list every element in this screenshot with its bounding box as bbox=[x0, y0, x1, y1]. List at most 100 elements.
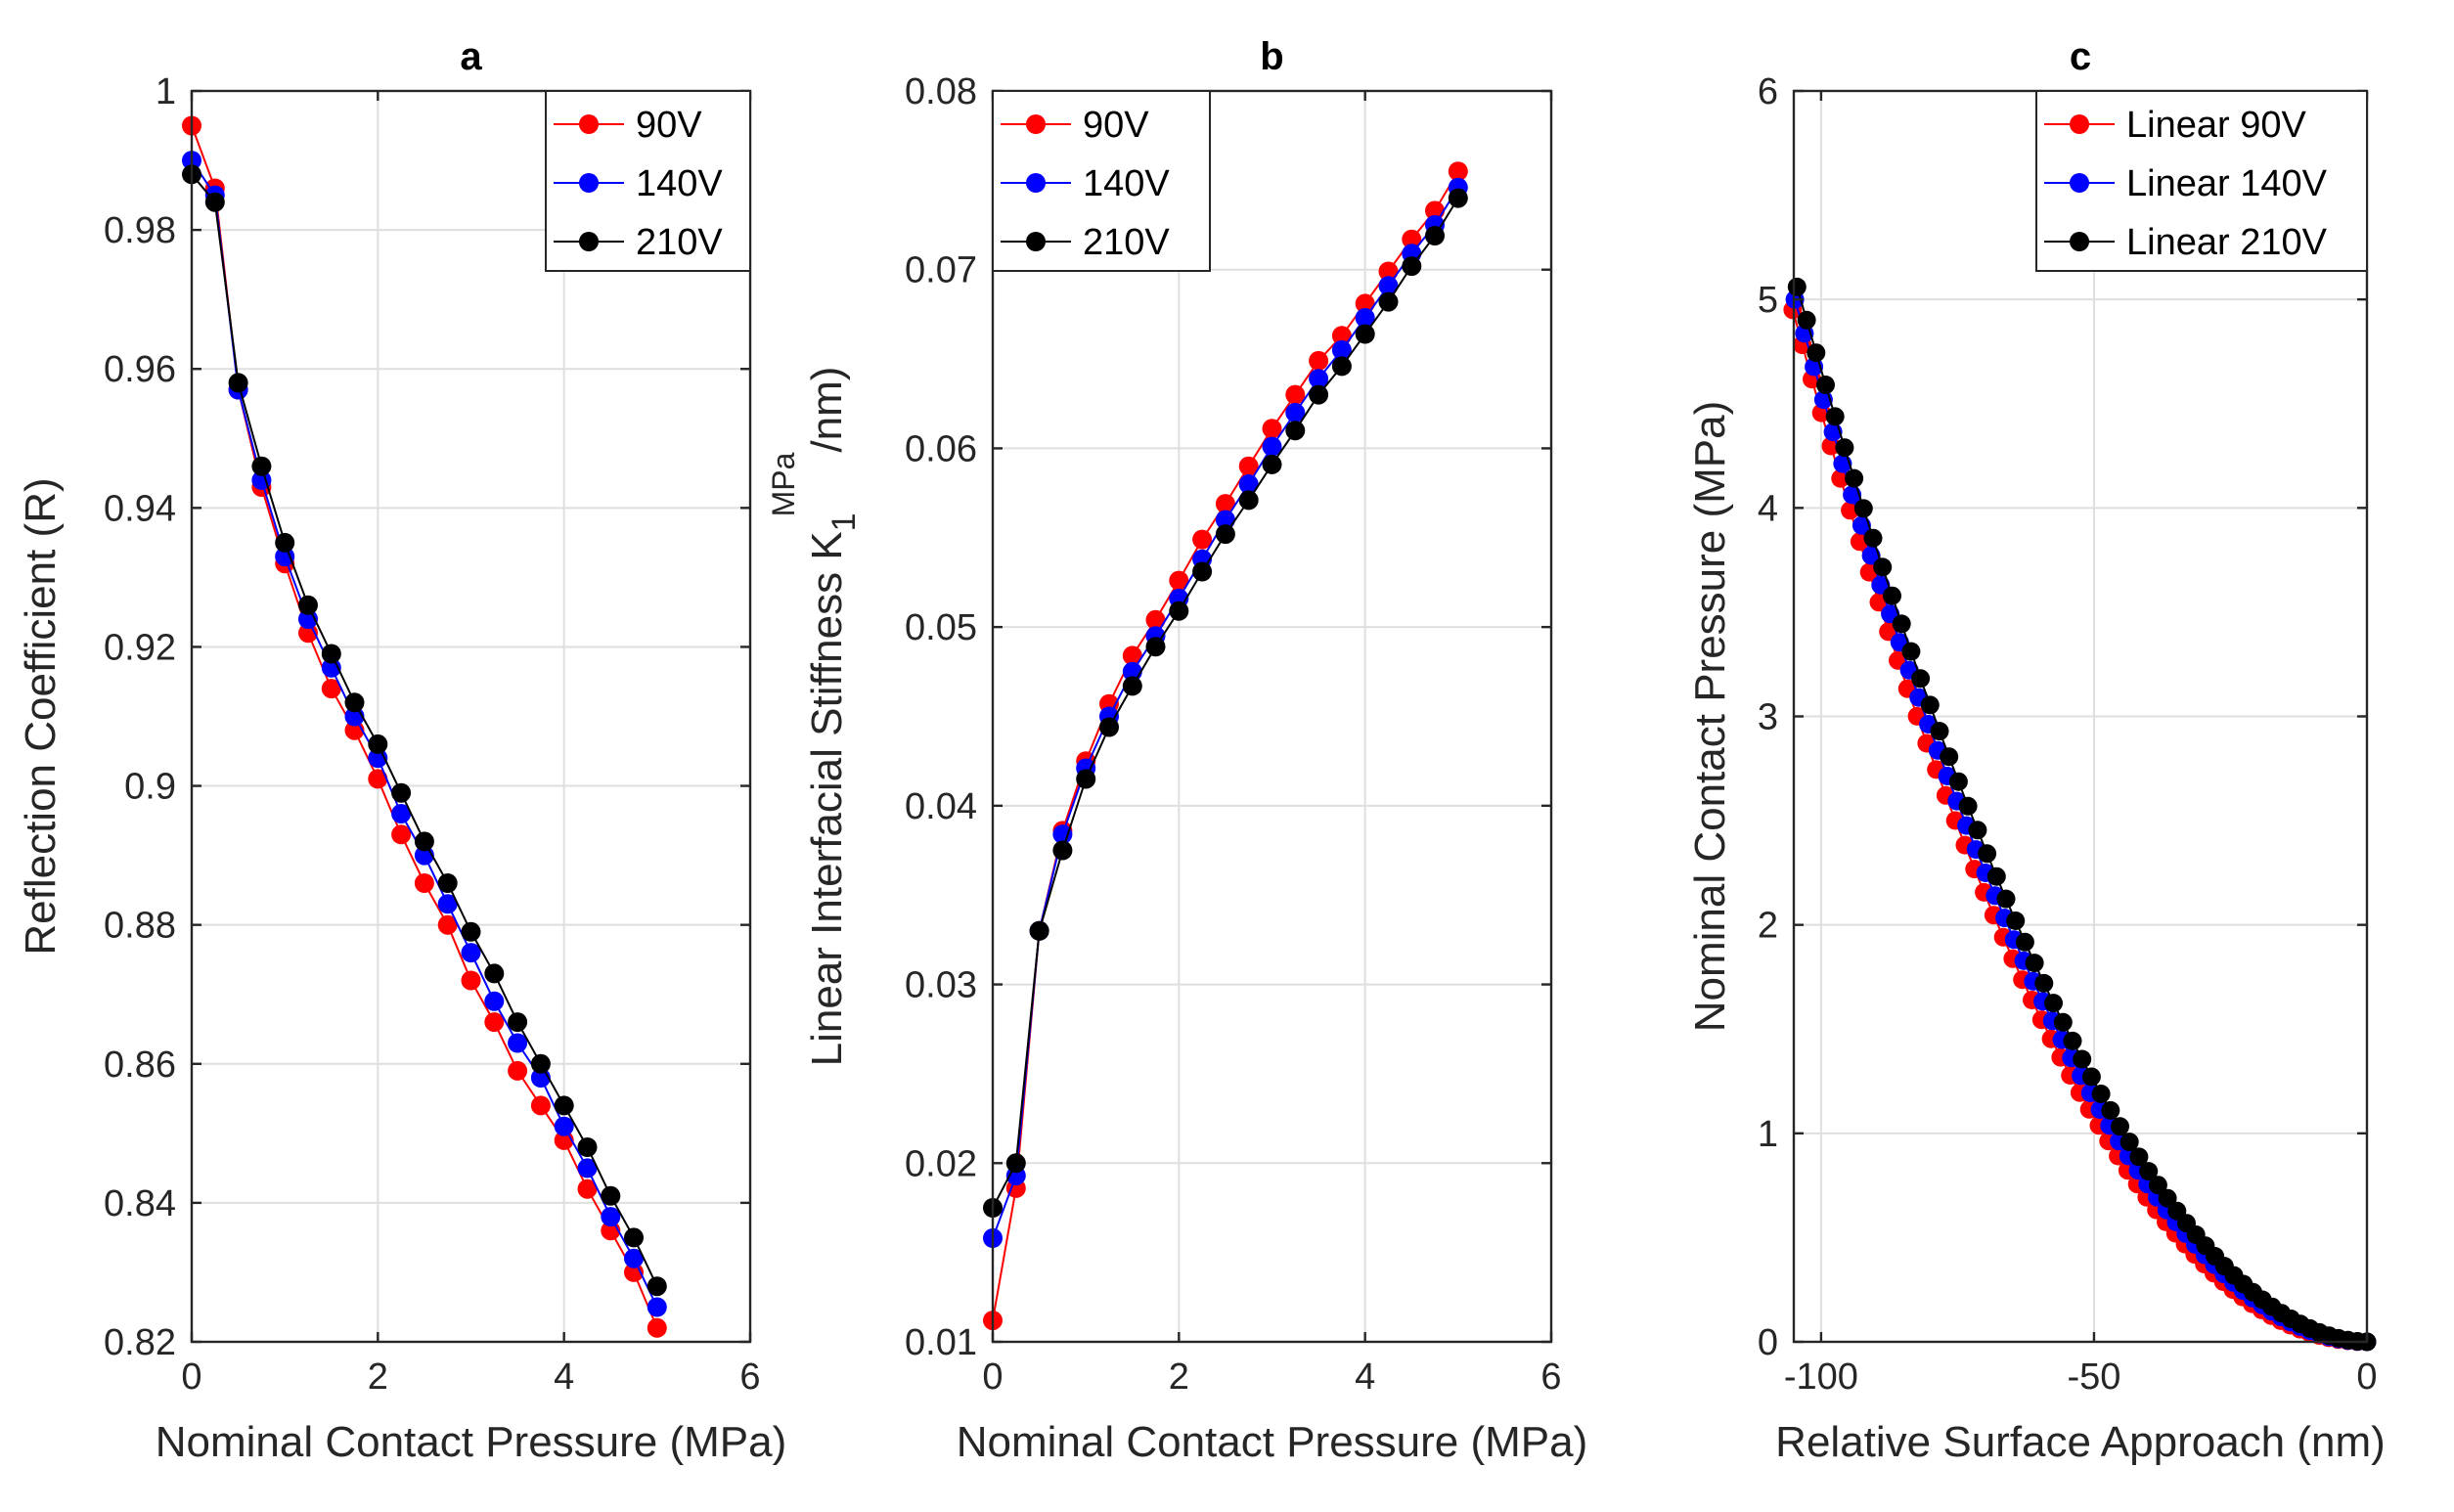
legend-label: 210V bbox=[1083, 222, 1170, 263]
y-tick-label: 0.03 bbox=[905, 965, 977, 1006]
y-axis-label-unit-tail: /nm) bbox=[803, 367, 851, 453]
data-point bbox=[321, 644, 341, 664]
data-point bbox=[1448, 161, 1468, 182]
data-point bbox=[1309, 350, 1329, 371]
data-point bbox=[1262, 419, 1282, 439]
legend-marker bbox=[579, 173, 599, 193]
data-point bbox=[1873, 557, 1893, 577]
data-point bbox=[2063, 1031, 2082, 1050]
y-axis-label-superscript: MPa bbox=[766, 452, 801, 516]
data-point bbox=[484, 963, 505, 984]
series-line bbox=[1791, 309, 2368, 1343]
y-tick-label: 0.05 bbox=[905, 607, 977, 648]
legend-marker bbox=[1026, 173, 1046, 193]
data-point bbox=[1402, 256, 1422, 277]
series-140v bbox=[983, 177, 1468, 1248]
legend-marker bbox=[2070, 173, 2089, 193]
x-tick-label: 0 bbox=[982, 1356, 1003, 1398]
data-point bbox=[1883, 586, 1901, 605]
data-point bbox=[298, 595, 318, 615]
data-point bbox=[2158, 1188, 2177, 1208]
panel-title: a bbox=[460, 35, 482, 78]
data-point bbox=[1968, 821, 1987, 840]
data-point bbox=[1145, 637, 1166, 657]
data-point bbox=[437, 894, 458, 914]
data-point bbox=[1996, 889, 2016, 909]
chart-panel-c: -100 -50 0 0 1 2 3 4 5 6 c Relative Surface Approac… bbox=[1686, 35, 2386, 1466]
data-point bbox=[204, 192, 225, 212]
data-point bbox=[624, 1227, 644, 1248]
legend-entry: 210V bbox=[554, 222, 723, 263]
data-point bbox=[577, 1158, 598, 1178]
y-axis-label: Reflection Coefficient (R) bbox=[17, 477, 65, 955]
legend-label: Linear 140V bbox=[2126, 163, 2328, 204]
data-point bbox=[2091, 1085, 2111, 1103]
data-point bbox=[2139, 1162, 2159, 1181]
legend-marker bbox=[579, 232, 599, 251]
data-point bbox=[2044, 994, 2063, 1013]
y-tick-label: 4 bbox=[1758, 488, 1778, 529]
legend-label: 140V bbox=[1083, 163, 1170, 204]
data-point bbox=[1911, 669, 1931, 689]
legend-entry: 90V bbox=[554, 105, 702, 146]
data-point bbox=[1052, 824, 1073, 845]
data-point bbox=[228, 373, 248, 393]
y-tick-label: 5 bbox=[1758, 280, 1778, 321]
data-point bbox=[1076, 769, 1096, 789]
data-point bbox=[1807, 343, 1826, 363]
data-point bbox=[275, 532, 295, 553]
series-210v bbox=[182, 164, 667, 1297]
y-tick-label: 1 bbox=[1758, 1114, 1778, 1155]
data-point bbox=[391, 824, 412, 845]
y-tick-label: 0.82 bbox=[104, 1322, 176, 1363]
chart-panel-a: 0 2 4 6 0.82 0.84 0.86 0.88 0.9 0.92 0.94 0.96 0.98 1… bbox=[17, 35, 786, 1466]
data-point bbox=[1099, 717, 1119, 737]
y-axis-label-subscript: 1 bbox=[825, 512, 863, 531]
data-point bbox=[1845, 468, 1864, 488]
legend-label: 90V bbox=[636, 105, 702, 146]
data-point bbox=[647, 1317, 667, 1338]
y-tick-label: 0.94 bbox=[104, 488, 176, 529]
data-point bbox=[251, 456, 272, 476]
data-point bbox=[321, 679, 341, 699]
data-point bbox=[461, 943, 481, 963]
data-point bbox=[1958, 796, 1978, 816]
data-point bbox=[437, 873, 458, 893]
data-point bbox=[2119, 1133, 2139, 1152]
data-point bbox=[461, 970, 481, 991]
y-tick-label: 0.9 bbox=[124, 767, 176, 808]
x-tick-label: 4 bbox=[1355, 1356, 1375, 1398]
y-tick-label: 3 bbox=[1758, 697, 1778, 738]
data-point bbox=[275, 547, 295, 567]
data-point bbox=[1331, 326, 1352, 346]
data-point bbox=[577, 1137, 598, 1157]
y-axis-label-main: Nominal Contact Pressure (MPa) bbox=[1686, 401, 1734, 1033]
data-point bbox=[1309, 384, 1329, 405]
series-linear-90v bbox=[1783, 300, 2377, 1352]
data-point bbox=[508, 1033, 528, 1053]
series-210v bbox=[983, 188, 1468, 1218]
data-point bbox=[1940, 747, 1959, 767]
x-tick-label: 4 bbox=[554, 1356, 574, 1398]
data-point bbox=[1853, 499, 1873, 518]
legend-label: Linear 210V bbox=[2126, 222, 2328, 263]
legend-label: 140V bbox=[636, 163, 723, 204]
data-point bbox=[508, 1060, 528, 1081]
data-point bbox=[368, 769, 388, 789]
data-point bbox=[1787, 277, 1807, 296]
series-linear-210v bbox=[1787, 277, 2377, 1352]
x-tick-label: -50 bbox=[2067, 1356, 2120, 1398]
data-point bbox=[1355, 293, 1375, 314]
data-point bbox=[2081, 1067, 2101, 1087]
series-line bbox=[992, 198, 1459, 1209]
data-point bbox=[1331, 339, 1352, 360]
series-90v bbox=[983, 161, 1468, 1331]
x-tick-label: 2 bbox=[368, 1356, 388, 1398]
data-point bbox=[554, 1116, 574, 1136]
x-tick-label: 0 bbox=[181, 1356, 201, 1398]
data-point bbox=[2015, 932, 2034, 952]
legend-entry: 140V bbox=[1001, 163, 1170, 204]
data-point bbox=[1192, 529, 1213, 550]
legend-marker bbox=[1026, 232, 1046, 251]
